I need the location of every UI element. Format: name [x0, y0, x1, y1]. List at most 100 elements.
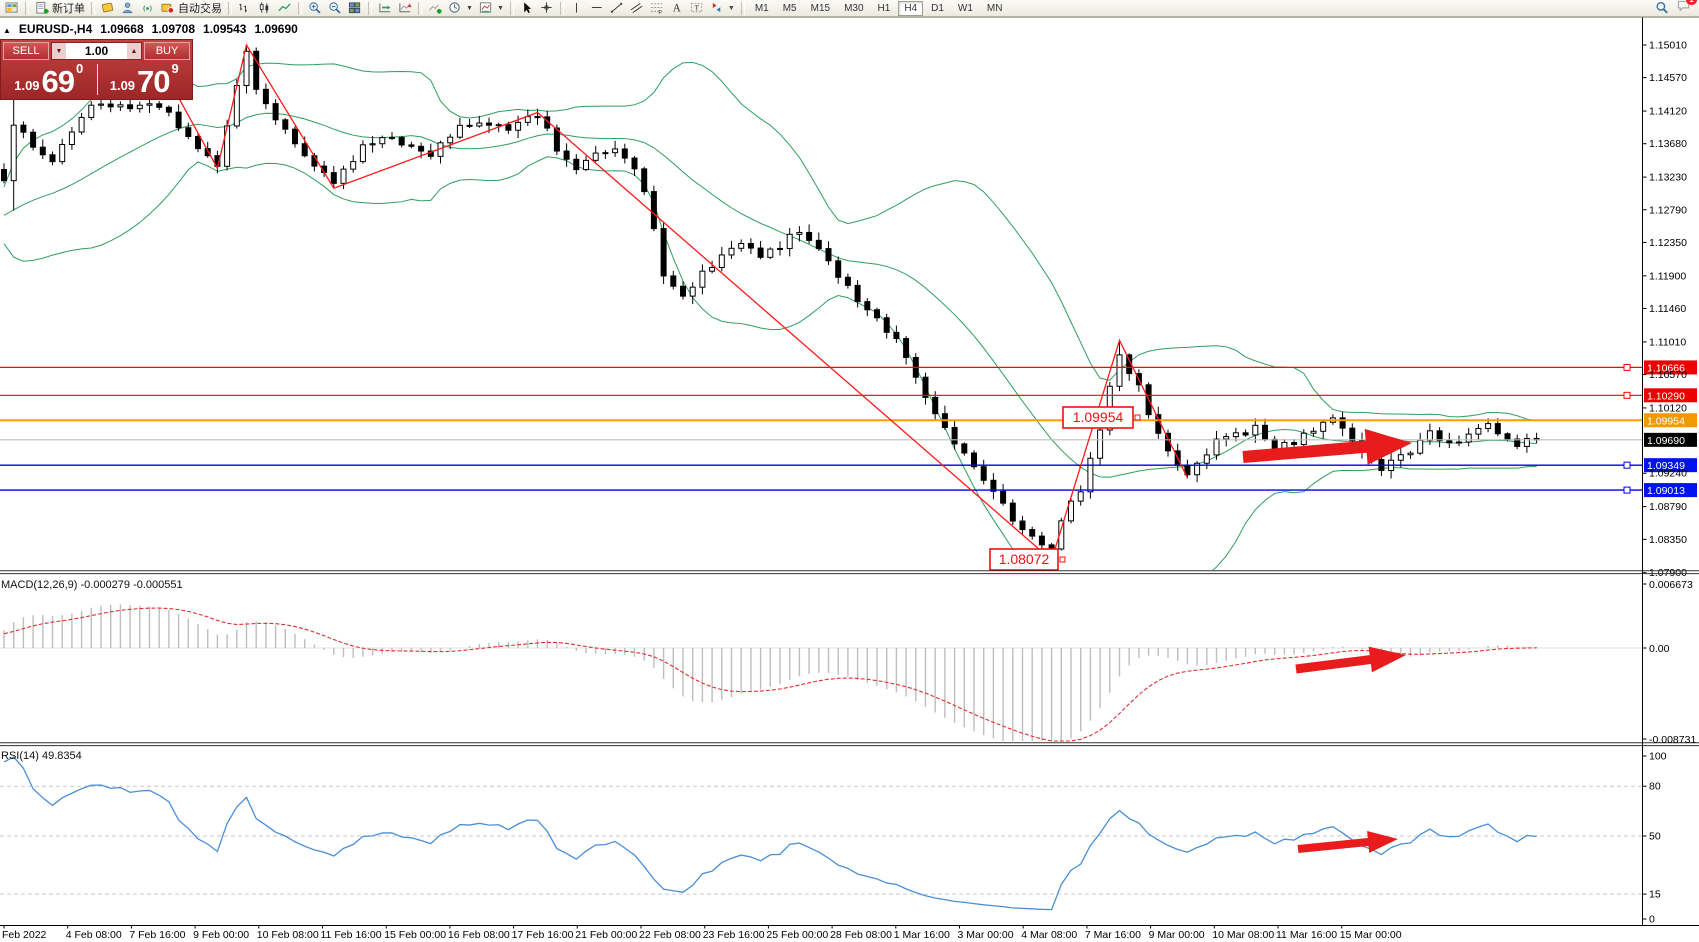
new-order-button-icon [35, 1, 49, 15]
x-axis-date-label: 7 Feb 16:00 [129, 929, 185, 941]
app-icon[interactable] [2, 1, 22, 16]
ask-price[interactable]: 1.09 70 9 [97, 61, 193, 98]
ohlc-close: 1.09690 [254, 22, 298, 36]
vertical-line-button[interactable] [567, 1, 587, 16]
zoom-in-button[interactable] [305, 1, 325, 16]
trendline-button[interactable] [607, 1, 627, 16]
bid-price[interactable]: 1.09 69 0 [1, 61, 97, 98]
indicators-button[interactable] [425, 1, 445, 16]
autotrading-button[interactable]: 自动交易 [158, 1, 225, 16]
text-label-button[interactable]: T [687, 1, 707, 16]
price-line-1.09954[interactable]: 1.09954 [0, 413, 1697, 428]
annotation-handle[interactable] [1134, 414, 1141, 421]
autotrading-button-label: 自动交易 [178, 3, 222, 15]
horizontal-line-button[interactable] [587, 1, 607, 16]
search-button[interactable] [1655, 1, 1669, 15]
chart-shift-button[interactable] [375, 1, 395, 16]
new-order-button-label: 新订单 [52, 3, 85, 15]
timeframe-M30-button[interactable]: M30 [844, 2, 864, 14]
tile-windows-button-icon [348, 1, 362, 15]
arrows-button[interactable]: ▼ [707, 1, 738, 16]
text-button[interactable]: A [667, 1, 687, 16]
notifications-button[interactable]: 1 [1677, 0, 1697, 18]
x-axis-date-label: 9 Mar 00:00 [1149, 929, 1205, 941]
rsi-axis-tick-label: 100 [1649, 751, 1667, 763]
bar-chart-button[interactable] [235, 1, 255, 16]
timeframe-D1-button[interactable]: D1 [931, 2, 944, 14]
line-handle[interactable] [1623, 486, 1631, 494]
macd-axis-max: 0.006673 [1649, 579, 1693, 591]
volume-decrease-button[interactable]: ▼ [52, 43, 66, 59]
tile-windows-button[interactable] [345, 1, 365, 16]
price-line-1.10290[interactable]: 1.10290 [0, 388, 1697, 403]
zigzag-line[interactable] [178, 43, 1188, 562]
auto-scroll-button[interactable] [395, 1, 415, 16]
sell-button[interactable]: SELL [3, 42, 49, 60]
line-handle[interactable] [1623, 363, 1631, 371]
line-chart-button[interactable] [275, 1, 295, 16]
ask-prefix: 1.09 [109, 78, 136, 93]
text-button-icon: A [670, 1, 684, 15]
zoom-out-button[interactable] [325, 1, 345, 16]
price-line-1.09349[interactable]: 1.09349 [0, 458, 1697, 473]
x-axis-date-label: 11 Mar 16:00 [1276, 929, 1337, 941]
profiles-button-icon [121, 1, 135, 15]
macd-signal-line [3, 607, 1537, 742]
x-axis-date-label: 15 Feb 00:00 [384, 929, 446, 941]
price-line-label: 1.10666 [1647, 362, 1685, 374]
signals-button[interactable] [138, 1, 158, 16]
timeframe-M15-button[interactable]: M15 [810, 2, 831, 14]
trend-arrow-macd[interactable] [1295, 646, 1406, 674]
timeframe-MN-button[interactable]: MN [986, 2, 1003, 14]
templates-button[interactable]: ▼ [476, 1, 507, 16]
bid-big-digits: 69 [41, 64, 75, 99]
y-axis-tick-label: 1.11900 [1649, 270, 1686, 282]
line-handle[interactable] [1623, 461, 1631, 469]
rsi-axis-tick-label: 0 [1649, 914, 1655, 926]
price-annotation-1.08072[interactable]: 1.08072 [989, 548, 1066, 571]
periods-button-icon [448, 1, 462, 15]
price-line-1.09013[interactable]: 1.09013 [0, 483, 1697, 498]
price-annotation-1.09954[interactable]: 1.09954 [1062, 406, 1141, 429]
market-watch-button[interactable] [98, 1, 118, 16]
chart-canvas[interactable]: 1.106661.102901.099541.096901.093491.090… [0, 17, 1699, 942]
timeframe-W1-button[interactable]: W1 [957, 2, 973, 14]
toolbar-separator [740, 1, 745, 15]
new-order-button[interactable]: 新订单 [32, 1, 88, 16]
rsi-axis-tick-label: 50 [1649, 831, 1661, 843]
toolbar-separator [91, 1, 95, 15]
macd-signal-value: -0.000551 [133, 579, 183, 591]
volume-value[interactable]: 1.00 [66, 43, 127, 59]
profiles-button[interactable] [118, 1, 138, 16]
x-axis-date-label: 3 Mar 00:00 [958, 929, 1014, 941]
bid-ask-divider [96, 64, 98, 95]
price-axis[interactable]: 1.15010 1.14570 1.14120 1.13680 1.13230 1.127… [1642, 40, 1688, 580]
cursor-button[interactable] [517, 1, 537, 16]
top-toolbar: 新订单 自动交易 ▼ ▼ F A T ▼ M1 M5 M15 M30 H1 H4 D1 W1 MN 1 [0, 0, 1699, 17]
x-axis-date-label: 9 Feb 00:00 [193, 929, 249, 941]
y-axis-tick-label: 1.10120 [1649, 402, 1687, 414]
candlestick-chart-button[interactable] [255, 1, 275, 16]
y-axis-tick-label: 1.11010 [1649, 336, 1686, 348]
volume-stepper: ▼ 1.00 ▲ [51, 42, 142, 60]
trend-arrow-rsi[interactable] [1297, 831, 1398, 853]
buy-button[interactable]: BUY [144, 42, 190, 60]
timeframe-H1-button[interactable]: H1 [877, 2, 891, 14]
x-axis-date-label: 16 Feb 08:00 [448, 929, 510, 941]
rsi-axis: 100 80 50 15 0 [1642, 751, 1667, 926]
annotation-handle[interactable] [1059, 556, 1066, 563]
macd-main-value: -0.000279 [80, 579, 131, 591]
timeframe-M1-button[interactable]: M1 [754, 2, 769, 14]
timeframe-M5-button[interactable]: M5 [782, 2, 797, 14]
periods-button[interactable]: ▼ [445, 1, 476, 16]
volume-increase-button[interactable]: ▲ [127, 43, 141, 59]
time-axis[interactable]: Feb 2022 4 Feb 08:00 7 Feb 16:00 9 Feb 00:0… [2, 925, 1402, 942]
line-handle[interactable] [1623, 391, 1631, 399]
fibonacci-button[interactable]: F [647, 1, 667, 16]
price-line-label: 1.09690 [1647, 435, 1685, 447]
trend-arrow-main[interactable] [1242, 428, 1413, 465]
timeframe-H4-button[interactable]: H4 [898, 0, 924, 16]
crosshair-button[interactable] [537, 1, 557, 16]
price-line-1.10666[interactable]: 1.10666 [0, 360, 1697, 375]
channel-button[interactable] [627, 1, 647, 16]
